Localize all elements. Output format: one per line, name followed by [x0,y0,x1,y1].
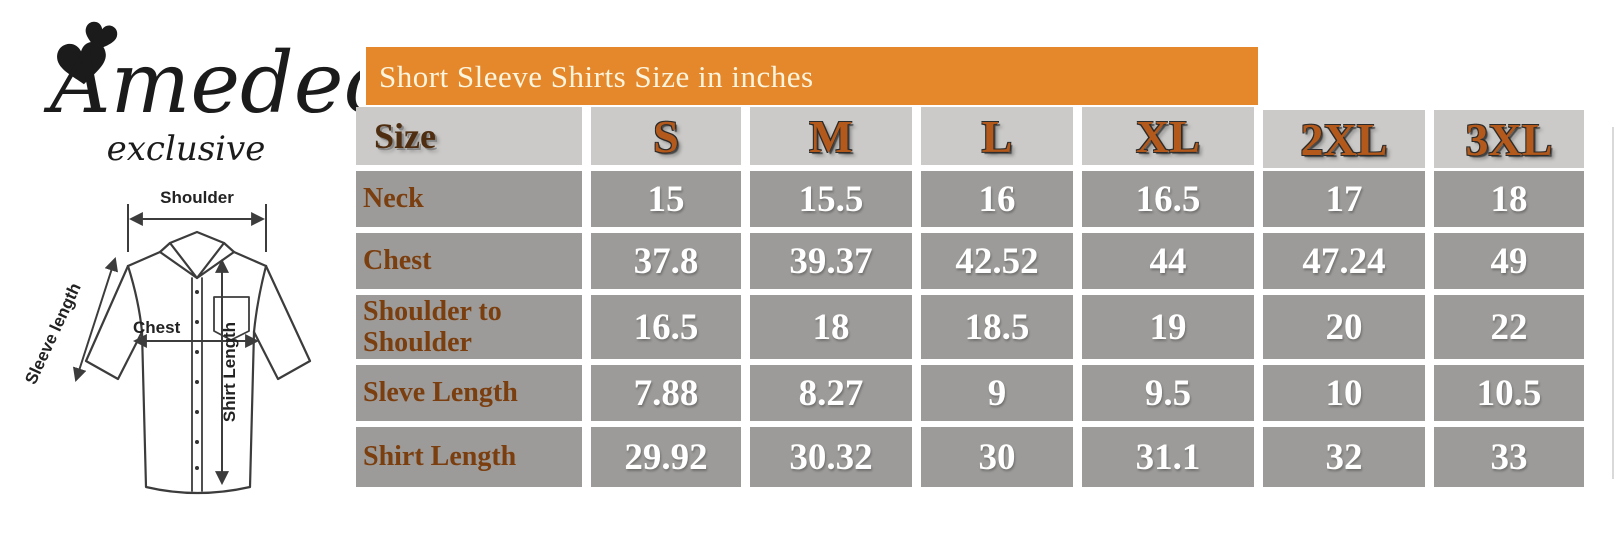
value-sleve-length-xl: 9.5 [1082,365,1254,421]
value-shirt-length-xl: 31.1 [1082,427,1254,487]
right-edge-artifact [1612,127,1614,479]
header-size-label: Size [356,107,582,165]
size-table: Size S M L XL 2XL 3XL Neck 15 15.5 16 16.5 17 18 Chest… [356,107,1584,487]
diagram-label-chest: Chest [133,318,181,337]
value-sleve-length-3xl: 10.5 [1434,365,1584,421]
table-title: Short Sleeve Shirts Size in inches [379,58,814,94]
brand-and-diagram-panel: Amedeo exclusive [21,20,360,495]
value-neck-l: 16 [921,171,1073,227]
value-sleve-length-l: 9 [921,365,1073,421]
value-shirt-length-m: 30.32 [750,427,912,487]
value-shoulder-to-shoulder-xl: 19 [1082,295,1254,359]
value-chest-s: 37.8 [591,233,741,289]
value-neck-xl: 16.5 [1082,171,1254,227]
row-label-neck: Neck [356,171,582,227]
value-shoulder-to-shoulder-l: 18.5 [921,295,1073,359]
value-chest-m: 39.37 [750,233,912,289]
value-shoulder-to-shoulder-m: 18 [750,295,912,359]
brand-name: Amedeo [43,34,360,132]
row-label-sleve-length: Sleve Length [356,365,582,421]
sleeve-length-arrow [72,257,119,382]
value-chest-l: 42.52 [921,233,1073,289]
value-chest-2xl: 47.24 [1263,233,1425,289]
shirt-outline-drawing [84,230,312,495]
value-shirt-length-3xl: 33 [1434,427,1584,487]
measurement-arrows [72,204,267,486]
header-size-2xl: 2XL [1263,110,1425,168]
value-shoulder-to-shoulder-s: 16.5 [591,295,741,359]
value-chest-xl: 44 [1082,233,1254,289]
header-size-3xl: 3XL [1434,110,1584,168]
value-neck-2xl: 17 [1263,171,1425,227]
row-label-shirt-length: Shirt Length [356,427,582,487]
header-size-m: M [750,107,912,165]
header-size-s: S [591,107,741,165]
value-shirt-length-s: 29.92 [591,427,741,487]
value-shirt-length-l: 30 [921,427,1073,487]
brand-tagline: exclusive [107,129,266,169]
shirt-buttons [195,290,199,470]
header-size-xl: XL [1082,107,1254,165]
diagram-label-shoulder: Shoulder [160,188,234,207]
header-size-l: L [921,107,1073,165]
diagram-label-shirt-length: Shirt Length [220,322,239,422]
value-chest-3xl: 49 [1434,233,1584,289]
value-sleve-length-m: 8.27 [750,365,912,421]
value-sleve-length-2xl: 10 [1263,365,1425,421]
row-label-shoulder-to-shoulder: Shoulder to Shoulder [356,295,582,359]
row-label-chest: Chest [356,233,582,289]
table-title-banner: Short Sleeve Shirts Size in inches [366,47,1258,105]
value-sleve-length-s: 7.88 [591,365,741,421]
diagram-label-sleeve-length: Sleeve length [21,280,85,387]
value-neck-s: 15 [591,171,741,227]
value-shoulder-to-shoulder-3xl: 22 [1434,295,1584,359]
value-shoulder-to-shoulder-2xl: 20 [1263,295,1425,359]
value-neck-m: 15.5 [750,171,912,227]
value-shirt-length-2xl: 32 [1263,427,1425,487]
value-neck-3xl: 18 [1434,171,1584,227]
